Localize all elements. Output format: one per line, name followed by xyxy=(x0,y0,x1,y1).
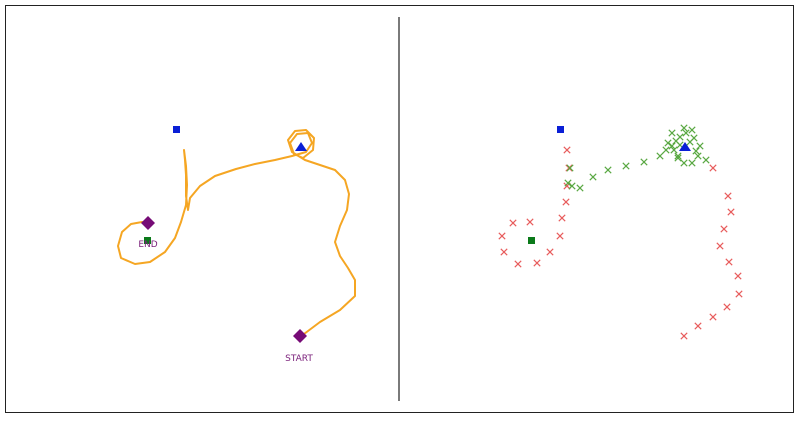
x-mark-icon xyxy=(680,124,688,132)
x-mark-icon xyxy=(640,158,648,166)
x-mark-icon xyxy=(734,272,742,280)
small-green-square-icon xyxy=(144,237,151,244)
x-mark-icon xyxy=(674,154,682,162)
x-mark-icon xyxy=(670,146,678,154)
goal-square-icon xyxy=(173,126,180,133)
x-mark-icon xyxy=(709,164,717,172)
red-sample-marks xyxy=(498,146,743,340)
x-mark-icon xyxy=(662,146,670,154)
x-mark-icon xyxy=(664,139,672,147)
goal-triangle-icon xyxy=(295,142,307,151)
x-mark-icon xyxy=(735,290,743,298)
x-mark-icon xyxy=(500,248,508,256)
x-mark-icon xyxy=(682,129,690,137)
x-mark-icon xyxy=(720,225,728,233)
x-mark-icon xyxy=(694,152,702,160)
x-mark-icon xyxy=(702,156,710,164)
x-mark-icon xyxy=(688,159,696,167)
x-mark-icon xyxy=(692,147,700,155)
x-mark-icon xyxy=(563,146,571,154)
right-panel xyxy=(498,124,743,340)
x-mark-icon xyxy=(576,184,584,192)
x-mark-icon xyxy=(725,258,733,266)
x-mark-icon xyxy=(556,232,564,240)
goal-square-icon-right xyxy=(557,126,564,133)
x-mark-icon xyxy=(622,162,630,170)
x-mark-icon xyxy=(566,164,574,172)
x-mark-icon xyxy=(604,166,612,174)
x-mark-icon xyxy=(680,332,688,340)
end-label: END xyxy=(138,240,157,250)
start-label: START xyxy=(285,354,313,364)
x-mark-icon xyxy=(709,313,717,321)
x-mark-icon xyxy=(723,303,731,311)
x-mark-icon xyxy=(546,248,554,256)
x-mark-icon xyxy=(533,259,541,267)
x-mark-icon xyxy=(565,164,573,172)
x-mark-icon xyxy=(694,322,702,330)
small-green-square-icon-right xyxy=(528,237,535,244)
x-mark-icon xyxy=(716,242,724,250)
x-mark-icon xyxy=(509,219,517,227)
goal-triangle-icon-right xyxy=(679,142,691,151)
x-mark-icon xyxy=(558,214,566,222)
start-diamond-icon xyxy=(293,329,307,343)
x-mark-icon xyxy=(727,208,735,216)
x-mark-icon xyxy=(696,142,704,150)
x-mark-icon xyxy=(562,198,570,206)
x-mark-icon xyxy=(686,138,694,146)
x-mark-icon xyxy=(589,173,597,181)
x-mark-icon xyxy=(680,159,688,167)
x-mark-icon xyxy=(564,179,572,187)
end-diamond-icon xyxy=(141,216,155,230)
x-mark-icon xyxy=(668,142,676,150)
x-mark-icon xyxy=(656,152,664,160)
x-mark-icon xyxy=(724,192,732,200)
x-mark-icon xyxy=(674,152,682,160)
x-mark-icon xyxy=(676,133,684,141)
x-mark-icon xyxy=(514,260,522,268)
x-mark-icon xyxy=(568,182,576,190)
x-mark-icon xyxy=(688,126,696,134)
x-mark-icon xyxy=(498,232,506,240)
x-mark-icon xyxy=(526,218,534,226)
trajectory-path xyxy=(117,129,356,338)
panel-divider xyxy=(398,17,400,401)
green-sample-marks xyxy=(564,124,710,192)
x-mark-icon xyxy=(668,129,676,137)
left-panel: END START xyxy=(117,126,356,364)
